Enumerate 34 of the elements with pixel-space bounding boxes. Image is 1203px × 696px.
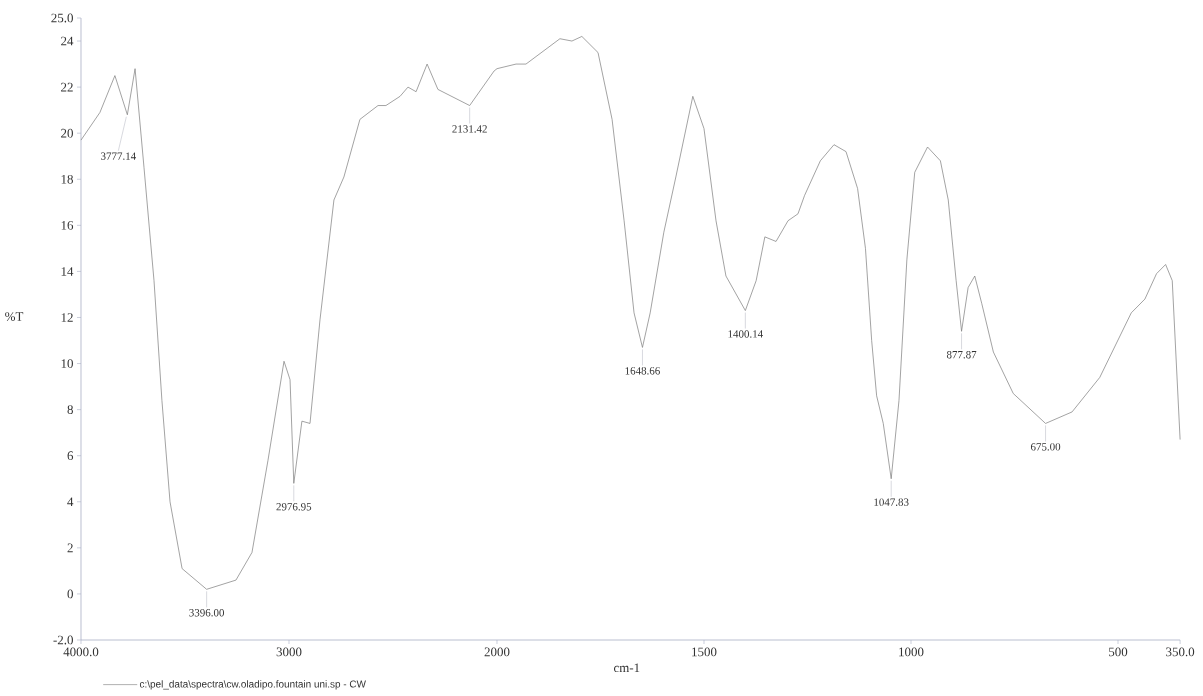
annotation: 877.87 (946, 351, 977, 359)
x-tick-label: 350.0 (1166, 647, 1195, 657)
y-tick-label: 6 (67, 451, 74, 461)
y-tick-label: 8 (67, 405, 73, 414)
y-axis-title: %T (5, 312, 24, 321)
y-tick-label: 16 (61, 220, 74, 230)
annotation: 1047.83 (874, 498, 909, 506)
x-tick-label: 1500 (692, 647, 717, 657)
y-tick-label: -2.0 (53, 635, 73, 645)
y-tick-label: 10 (61, 359, 73, 368)
x-axis-title: cm-1 (613, 663, 640, 673)
annotation: 3777.14 (101, 152, 136, 160)
x-tick-label: 4000.0 (63, 647, 99, 657)
y-tick-label: 18 (61, 174, 73, 184)
annotation: 3396.00 (189, 609, 225, 617)
y-tick-label: 22 (61, 82, 73, 92)
annotation: 2976.95 (276, 503, 312, 511)
x-tick-label: 2000 (484, 647, 510, 657)
x-tick-label: 1000 (899, 647, 924, 657)
y-tick-label: 0 (67, 589, 73, 599)
y-tick-label: 14 (61, 267, 74, 276)
y-tick-label: 2 (67, 543, 73, 553)
annotation: 2131.42 (452, 125, 487, 133)
annotation: 675.00 (1030, 443, 1061, 451)
y-tick-label: 12 (61, 313, 73, 322)
y-tick-label: 25.0 (51, 13, 73, 23)
y-tick-label: 4 (67, 497, 74, 507)
x-tick-label: 3000 (276, 647, 302, 657)
annotation: 1400.14 (728, 330, 763, 338)
y-tick-label: 24 (61, 36, 74, 46)
y-tick-label: 20 (61, 128, 73, 138)
legend-label: c:\pel_data\spectra\cw.oladipo.fountain uni.sp - CW (139, 680, 366, 690)
x-tick-label: 500 (1109, 647, 1128, 657)
annotation: 1648.66 (625, 367, 660, 375)
